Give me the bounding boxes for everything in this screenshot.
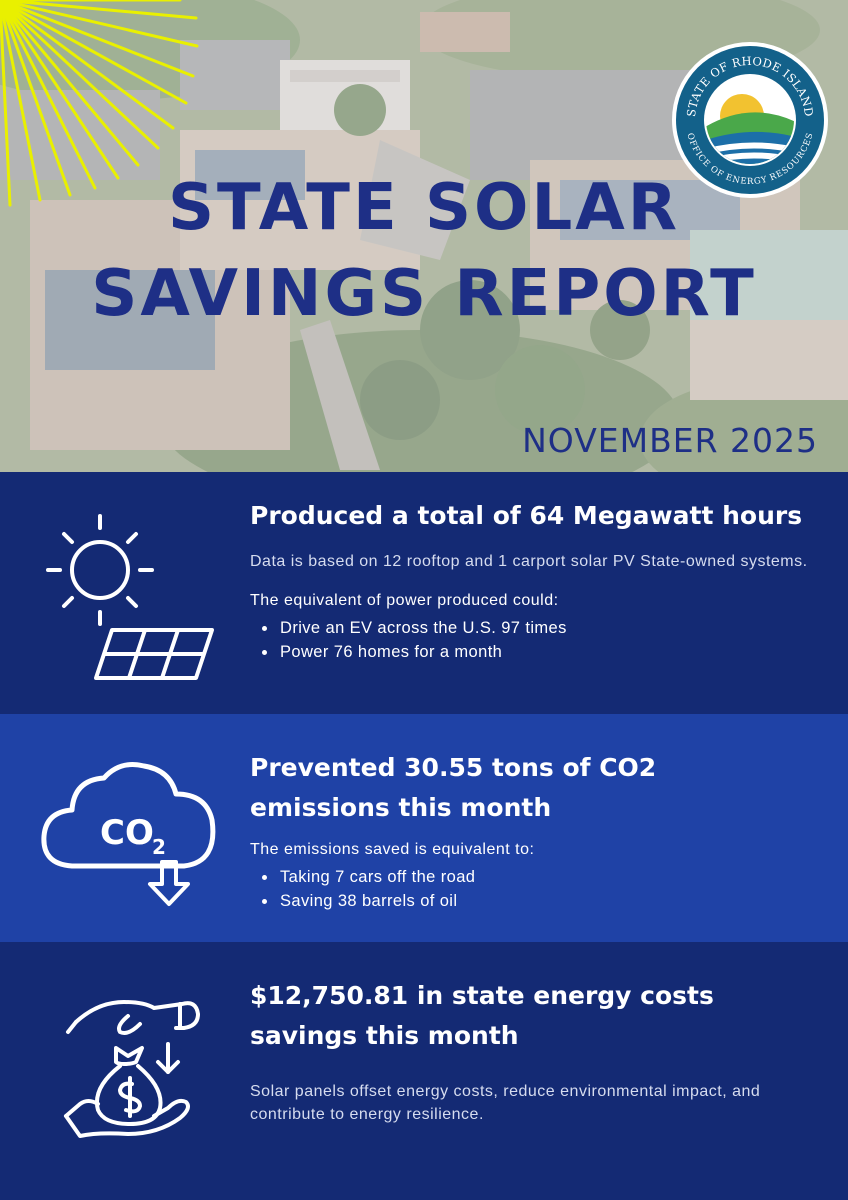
list-item: Drive an EV across the U.S. 97 times	[278, 616, 810, 640]
co2-cloud-down-arrow-icon: CO 2	[41, 762, 216, 906]
emissions-equivalents: Taking 7 cars off the road Saving 38 bar…	[250, 865, 810, 913]
production-section: Produced a total of 64 Megawatt hours Da…	[0, 472, 848, 714]
report-title-line-2: SAVINGS REPORT	[91, 257, 757, 331]
emissions-heading-line-1: Prevented 30.55 tons of CO2	[250, 753, 657, 782]
co2-subscript: 2	[152, 835, 166, 859]
production-equivalents: Drive an EV across the U.S. 97 times Pow…	[250, 616, 810, 664]
rhode-island-oer-seal: STATE OF RHODE ISLAND OFFICE OF ENERGY R…	[672, 42, 828, 198]
production-text: Produced a total of 64 Megawatt hours Da…	[250, 496, 810, 664]
savings-text: $12,750.81 in state energy costs savings…	[250, 976, 810, 1126]
savings-section: $12,750.81 in state energy costs savings…	[0, 942, 848, 1200]
list-item: Power 76 homes for a month	[278, 640, 810, 664]
emissions-text: Prevented 30.55 tons of CO2 emissions th…	[250, 748, 810, 913]
production-heading: Produced a total of 64 Megawatt hours	[250, 501, 803, 530]
report-title-line-1: STATE SOLAR	[167, 171, 681, 245]
savings-heading-line-2: savings this month	[250, 1021, 519, 1050]
production-intro: The equivalent of power produced could:	[250, 592, 559, 609]
money-bag-hands-icon	[64, 1000, 200, 1138]
list-item: Saving 38 barrels of oil	[278, 889, 810, 913]
sun-solar-panel-icon	[46, 514, 214, 680]
production-basis: Data is based on 12 rooftop and 1 carpor…	[250, 553, 808, 570]
report-date: NOVEMBER 2025	[522, 421, 818, 460]
savings-heading-line-1: $12,750.81 in state energy costs	[250, 981, 714, 1010]
savings-description: Solar panels offset energy costs, reduce…	[250, 1083, 761, 1123]
sun-rays-graphic	[0, 0, 199, 207]
emissions-section: CO 2 Prevented 30.55 tons of CO2 emissio…	[0, 714, 848, 942]
list-item: Taking 7 cars off the road	[278, 865, 810, 889]
emissions-heading-line-2: emissions this month	[250, 793, 552, 822]
hero-banner: STATE OF RHODE ISLAND OFFICE OF ENERGY R…	[0, 0, 848, 472]
co2-label: CO	[100, 813, 154, 853]
emissions-intro: The emissions saved is equivalent to:	[250, 841, 535, 858]
